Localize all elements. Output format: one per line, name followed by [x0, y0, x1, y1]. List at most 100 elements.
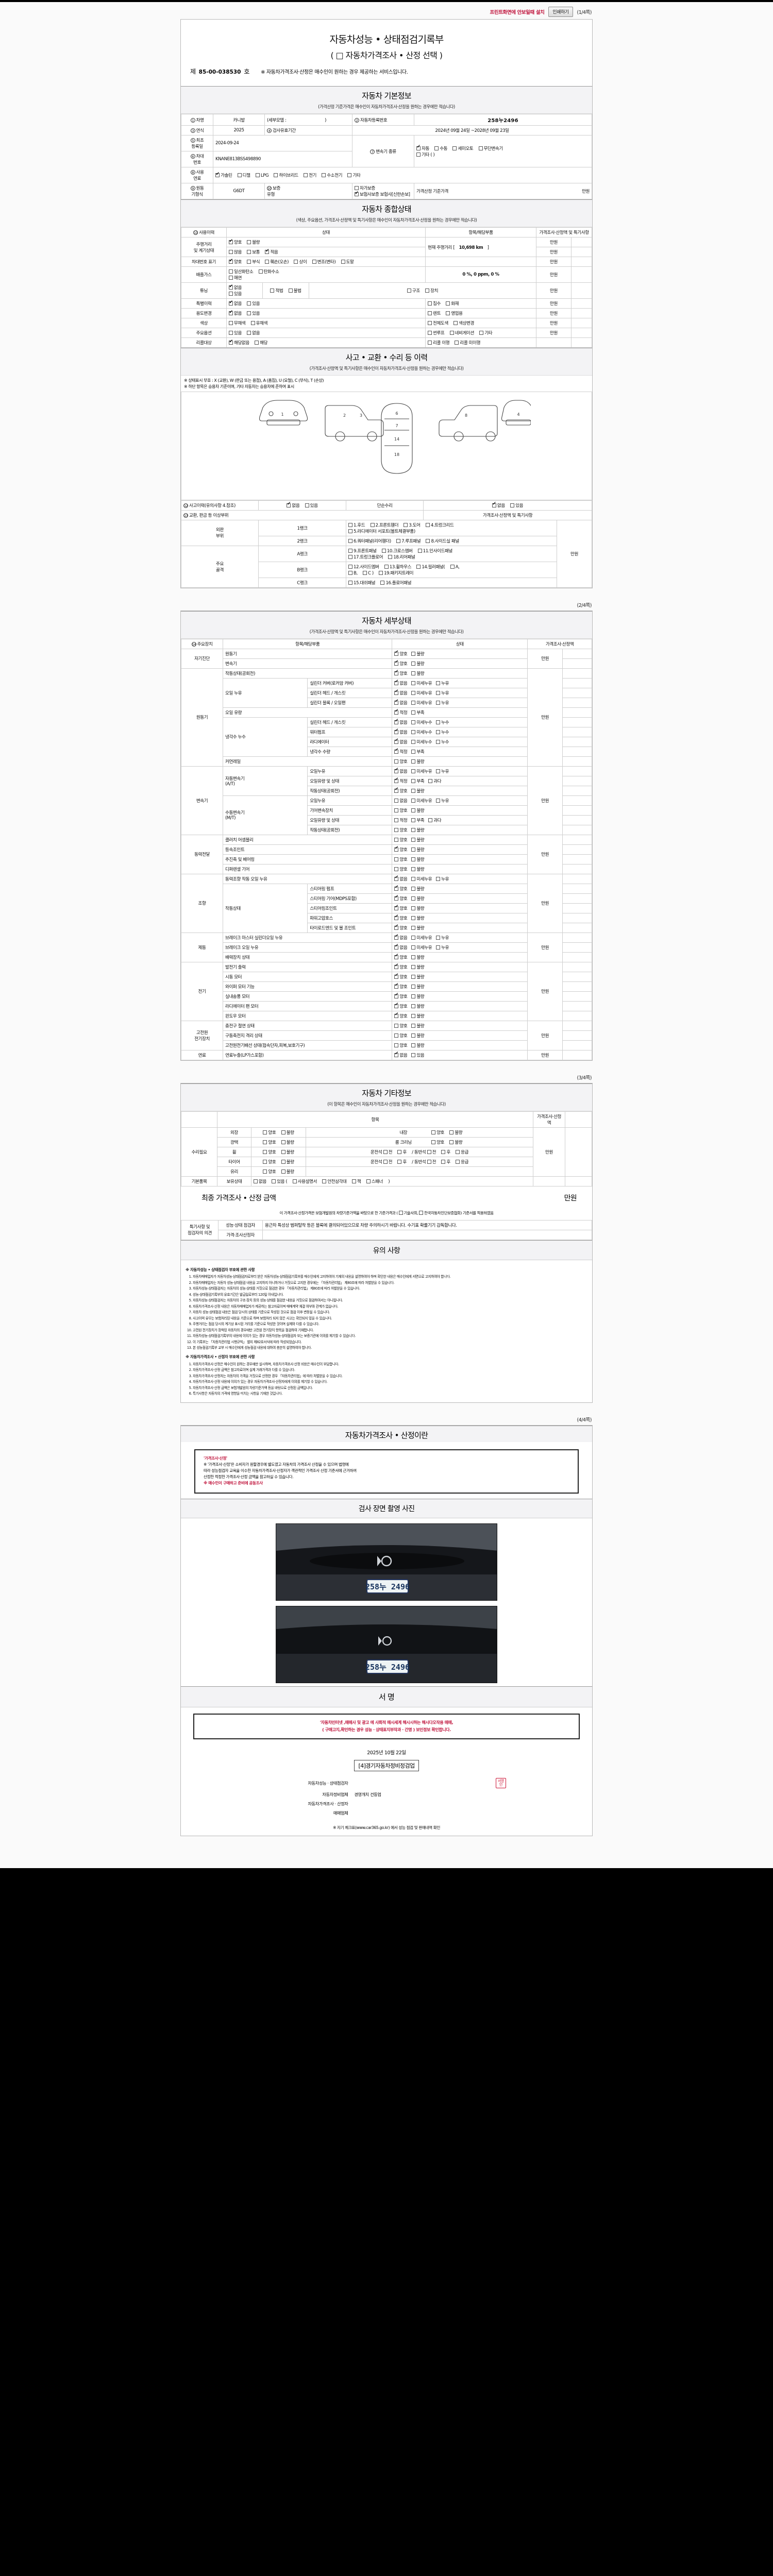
warranty-opt-insurer[interactable]: 보험사보증 보험사[신한손보] [355, 191, 410, 197]
state-option[interactable]: 적정 [394, 748, 408, 755]
checkbox-icon[interactable] [281, 1149, 285, 1154]
checkbox-icon[interactable] [419, 1210, 424, 1215]
checkbox-icon[interactable] [411, 769, 416, 773]
checkbox-icon[interactable] [247, 260, 251, 264]
checkbox-icon[interactable] [394, 905, 399, 910]
checkbox-icon[interactable] [431, 1130, 436, 1134]
fuel-opt-electric[interactable]: 전기 [304, 172, 316, 178]
checkbox-icon[interactable] [215, 172, 220, 177]
checkbox-icon[interactable] [287, 502, 291, 507]
checkbox-icon[interactable] [411, 1033, 416, 1038]
state-option[interactable]: 불량 [411, 974, 425, 980]
checkbox-icon[interactable] [394, 837, 399, 842]
checkbox-icon[interactable] [229, 250, 233, 254]
checkbox-icon[interactable] [394, 719, 399, 724]
checkbox-icon[interactable] [452, 146, 457, 150]
checkbox-icon[interactable] [394, 738, 399, 744]
checkbox-icon[interactable] [229, 300, 233, 306]
checkbox-icon[interactable] [416, 564, 421, 569]
checkbox-icon[interactable] [394, 777, 399, 783]
checkbox-icon[interactable] [478, 146, 483, 150]
state-option[interactable]: 없음 [394, 680, 408, 686]
state-option[interactable]: 불량 [411, 954, 425, 960]
state-option[interactable]: 누유 [436, 700, 449, 706]
checkbox-icon[interactable] [411, 690, 416, 695]
checkbox-icon[interactable] [428, 311, 432, 315]
checkbox-icon[interactable] [281, 1159, 285, 1164]
state-option[interactable]: 미세누유 [411, 768, 432, 774]
checkbox-icon[interactable] [394, 993, 399, 998]
checkbox-icon[interactable] [441, 1149, 446, 1154]
state-option[interactable]: 미세누수 [411, 739, 432, 745]
state-option[interactable]: 불량 [411, 1042, 425, 1048]
checkbox-icon[interactable] [292, 1179, 297, 1183]
checkbox-icon[interactable] [396, 538, 401, 543]
checkbox-icon[interactable] [428, 321, 432, 325]
checkbox-icon[interactable] [254, 1179, 258, 1183]
checkbox-icon[interactable] [394, 748, 399, 754]
checkbox-icon[interactable] [274, 173, 278, 177]
checkbox-icon[interactable] [347, 173, 352, 177]
checkbox-icon[interactable] [394, 1043, 399, 1047]
checkbox-icon[interactable] [411, 886, 416, 891]
checkbox-icon[interactable] [348, 548, 352, 553]
checkbox-icon[interactable] [450, 564, 455, 569]
checkbox-icon[interactable] [381, 548, 386, 553]
checkbox-icon[interactable] [436, 690, 441, 695]
checkbox-icon[interactable] [398, 1210, 403, 1215]
state-option[interactable]: 없음 [394, 798, 408, 804]
checkbox-icon[interactable] [455, 341, 459, 345]
checkbox-icon[interactable] [288, 289, 293, 293]
checkbox-icon[interactable] [411, 974, 416, 979]
state-option[interactable]: 양호 [394, 924, 408, 931]
checkbox-icon[interactable] [397, 1149, 402, 1154]
checkbox-icon[interactable] [383, 1159, 388, 1164]
checkbox-icon[interactable] [436, 700, 441, 705]
checkbox-icon[interactable] [281, 1169, 285, 1174]
checkbox-icon[interactable] [456, 1159, 460, 1164]
checkbox-icon[interactable] [247, 240, 251, 244]
state-option[interactable]: 부족 [411, 709, 425, 716]
state-option[interactable]: 불량 [411, 807, 425, 814]
state-option[interactable]: 양호 [394, 954, 408, 960]
checkbox-icon[interactable] [411, 935, 416, 940]
state-option[interactable]: 양호 [394, 1003, 408, 1009]
checkbox-icon[interactable] [446, 311, 450, 315]
checkbox-icon[interactable] [380, 580, 385, 585]
state-option[interactable]: 없음 [394, 944, 408, 951]
checkbox-icon[interactable] [348, 554, 352, 559]
state-option[interactable]: 양호 [394, 787, 408, 794]
checkbox-icon[interactable] [436, 935, 441, 940]
state-option[interactable]: 미세누유 [411, 944, 432, 951]
fuel-opt-hybrid[interactable]: 하이브리드 [274, 172, 298, 178]
fuel-opt-hydrogen[interactable]: 수소전기 [322, 172, 343, 178]
state-option[interactable]: 부족 [411, 749, 425, 755]
state-option[interactable]: 불량 [411, 1013, 425, 1019]
checkbox-icon[interactable] [436, 769, 441, 773]
checkbox-icon[interactable] [394, 699, 399, 705]
checkbox-icon[interactable] [411, 984, 416, 989]
state-option[interactable]: 적정 [394, 817, 408, 823]
state-option[interactable]: 과다 [428, 778, 442, 784]
checkbox-icon[interactable] [394, 867, 399, 871]
checkbox-icon[interactable] [270, 289, 275, 293]
checkbox-icon[interactable] [348, 529, 352, 533]
state-option[interactable]: 미세누유 [411, 935, 432, 941]
checkbox-icon[interactable] [411, 827, 416, 832]
state-option[interactable]: 불량 [411, 984, 425, 990]
checkbox-icon[interactable] [383, 1149, 388, 1154]
state-option[interactable]: 양호 [394, 1012, 408, 1019]
checkbox-icon[interactable] [411, 730, 416, 734]
checkbox-icon[interactable] [456, 1149, 460, 1154]
fuel-opt-lpg[interactable]: LPG [255, 173, 269, 178]
checkbox-icon[interactable] [263, 1159, 267, 1164]
checkbox-icon[interactable] [312, 260, 316, 264]
checkbox-icon[interactable] [449, 1130, 454, 1134]
state-option[interactable]: 누수 [436, 719, 449, 725]
checkbox-icon[interactable] [366, 1179, 371, 1183]
checkbox-icon[interactable] [411, 994, 416, 998]
state-option[interactable]: 양호 [394, 846, 408, 853]
checkbox-icon[interactable] [229, 239, 233, 244]
checkbox-icon[interactable] [341, 260, 345, 264]
checkbox-icon[interactable] [263, 1130, 267, 1134]
